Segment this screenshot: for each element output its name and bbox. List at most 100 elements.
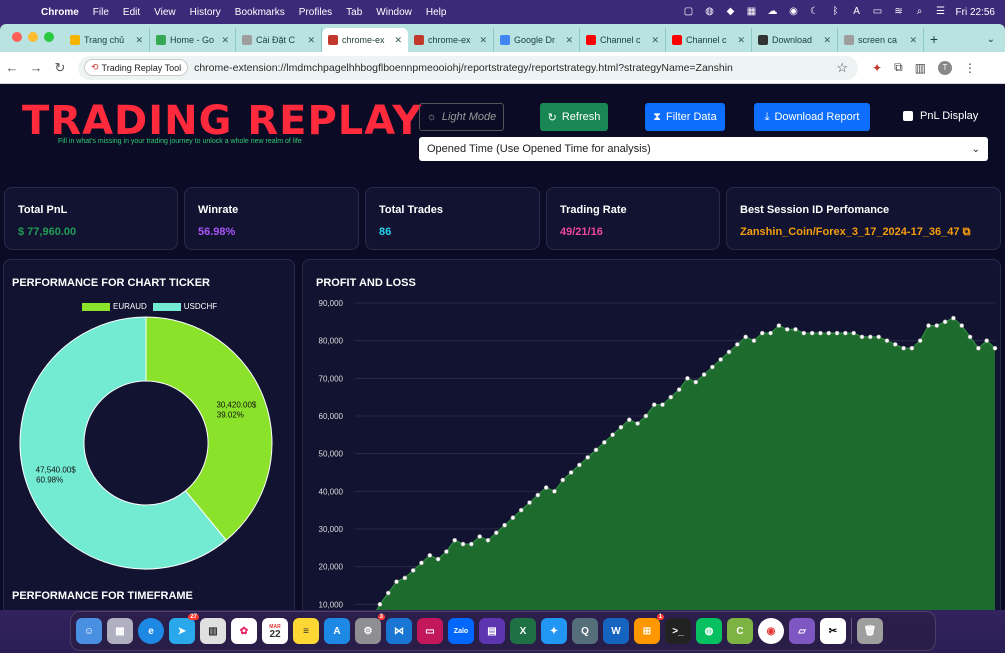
moon-icon[interactable]: ☾ <box>810 6 820 17</box>
minimize-window-button[interactable] <box>28 32 38 42</box>
close-window-button[interactable] <box>12 32 22 42</box>
pnl-point[interactable] <box>917 338 923 343</box>
capcut-icon[interactable]: ✂ <box>820 618 846 644</box>
pnl-point[interactable] <box>934 323 940 328</box>
pnl-point[interactable] <box>876 334 881 340</box>
extensions-puzzle-icon[interactable]: ⧉ <box>894 60 903 74</box>
pnl-point[interactable] <box>834 330 840 336</box>
pnl-point[interactable] <box>493 530 499 536</box>
menu-history[interactable]: History <box>189 6 221 18</box>
battery-icon[interactable]: ▭ <box>872 6 883 17</box>
record-icon[interactable]: ◉ <box>789 6 798 17</box>
pnl-point[interactable] <box>410 568 416 573</box>
close-tab-icon[interactable]: ✕ <box>479 34 487 45</box>
pnl-point[interactable] <box>851 330 857 336</box>
cloud-icon[interactable]: ☁ <box>767 6 778 17</box>
control-center-icon[interactable]: ☰ <box>936 6 946 17</box>
pnl-point[interactable] <box>502 522 507 528</box>
screen-icon[interactable]: ▭ <box>417 618 443 644</box>
pnl-point[interactable] <box>942 319 948 325</box>
pnl-point[interactable] <box>385 590 391 596</box>
menu-app-name[interactable]: Chrome <box>41 6 79 18</box>
pnl-point[interactable] <box>726 349 732 355</box>
pnl-point[interactable] <box>394 579 399 585</box>
new-tab-button[interactable]: + <box>929 31 939 47</box>
pnl-point[interactable] <box>976 345 981 351</box>
pnl-point[interactable] <box>967 334 973 340</box>
pnl-point[interactable] <box>984 338 989 343</box>
pnl-point[interactable] <box>577 462 582 468</box>
pnl-point[interactable] <box>759 330 765 336</box>
side-panel-icon[interactable]: ▥ <box>914 60 926 75</box>
bluetooth-icon[interactable]: ᛒ <box>832 6 839 17</box>
pnl-point[interactable] <box>768 330 773 336</box>
forward-icon[interactable]: → <box>29 60 43 75</box>
pnl-point[interactable] <box>651 402 657 407</box>
office-icon[interactable]: ⊞ 1 <box>634 614 664 644</box>
pnl-point[interactable] <box>419 560 424 566</box>
pnl-point[interactable] <box>435 556 441 562</box>
pnl-point[interactable] <box>793 327 798 332</box>
clock[interactable]: Fri 22:56 <box>955 6 995 18</box>
pnl-point[interactable] <box>593 447 599 453</box>
filter-data-button[interactable]: ⧗ Filter Data <box>645 103 725 131</box>
browser-tab[interactable]: chrome-ex ✕ <box>322 28 408 52</box>
menu-tab[interactable]: Tab <box>346 6 363 18</box>
legend-item-usdchf[interactable]: USDCHF <box>152 302 217 311</box>
system-settings-icon[interactable]: ⚙ 3 <box>355 614 385 644</box>
pnl-point[interactable] <box>485 537 491 543</box>
bookmark-star-icon[interactable]: ☆ <box>836 59 848 75</box>
pnl-point[interactable] <box>676 387 682 392</box>
mission-control-icon[interactable]: ▥ <box>200 618 226 644</box>
telegram-icon[interactable]: ➤ 27 <box>169 614 199 644</box>
word-icon[interactable]: W <box>603 618 629 644</box>
pnl-point[interactable] <box>884 338 890 343</box>
wechat-icon[interactable]: ◍ <box>705 6 714 17</box>
pnl-point[interactable] <box>402 575 408 581</box>
pnl-point[interactable] <box>901 345 906 351</box>
pnl-point[interactable] <box>377 602 383 607</box>
url-text[interactable]: chrome-extension://lmdmchpagelhhbogflboe… <box>194 61 733 74</box>
pnl-point[interactable] <box>951 315 956 321</box>
grid-icon[interactable]: ▦ <box>746 6 757 17</box>
pnl-point[interactable] <box>959 323 965 328</box>
close-tab-icon[interactable]: ✕ <box>394 34 402 45</box>
profile-avatar[interactable]: T <box>937 60 952 75</box>
pnl-point[interactable] <box>868 334 873 340</box>
remote-desktop-icon[interactable]: ▤ <box>479 618 505 644</box>
pnl-point[interactable] <box>693 379 699 385</box>
notes-icon[interactable]: ≡ <box>293 618 319 644</box>
best-session-link[interactable]: Zanshin_Coin/Forex_3_17_2024-17_36_47 ⧉ <box>740 226 987 239</box>
search-icon[interactable]: ⌕ <box>916 6 923 17</box>
pnl-point[interactable] <box>743 334 748 340</box>
menu-bookmarks[interactable]: Bookmarks <box>234 6 285 18</box>
browser-tab[interactable]: Download ✕ <box>752 28 838 52</box>
pnl-point[interactable] <box>909 345 915 351</box>
pnl-point[interactable] <box>518 507 524 513</box>
menu-profiles[interactable]: Profiles <box>298 6 333 18</box>
pnl-point[interactable] <box>643 413 649 419</box>
download-report-button[interactable]: ⤓ Download Report <box>754 103 870 131</box>
pnl-point[interactable] <box>685 376 690 381</box>
browser-tab[interactable]: Cài Đặt C ✕ <box>236 28 322 52</box>
browser-tab[interactable]: screen ca ✕ <box>838 28 924 52</box>
pnl-point[interactable] <box>543 485 549 490</box>
close-tab-icon[interactable]: ✕ <box>909 34 917 45</box>
extension-logo-icon[interactable]: ✦ <box>872 60 883 75</box>
pnl-point[interactable] <box>635 421 640 426</box>
pnl-point[interactable] <box>560 477 566 483</box>
menu-edit[interactable]: Edit <box>122 6 141 18</box>
pnl-point[interactable] <box>892 342 898 347</box>
pnl-point[interactable] <box>568 470 574 475</box>
trash-icon[interactable]: 🗑 <box>857 618 883 644</box>
pnl-display-checkbox[interactable] <box>903 111 913 121</box>
finder-icon[interactable]: ☺ <box>76 618 102 644</box>
close-tab-icon[interactable]: ✕ <box>135 34 143 45</box>
reload-icon[interactable]: ↻ <box>54 59 66 75</box>
wechat-dock-icon[interactable]: ◍ <box>696 618 722 644</box>
pnl-point[interactable] <box>751 338 757 343</box>
pnl-point[interactable] <box>552 489 557 494</box>
analysis-time-select[interactable]: Opened Time (Use Opened Time for analysi… <box>419 137 988 161</box>
pnl-point[interactable] <box>535 492 541 498</box>
pnl-point[interactable] <box>602 440 607 445</box>
